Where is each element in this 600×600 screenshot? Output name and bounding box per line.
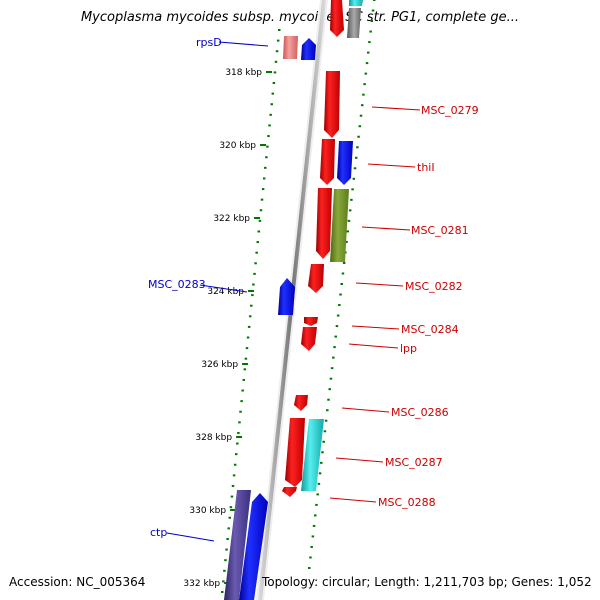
map-title: Mycoplasma mycoides subsp. mycoides SC s… xyxy=(80,10,520,25)
gene-label-MSC_0284[interactable]: MSC_0284 xyxy=(401,323,459,336)
inner-dotted-track xyxy=(221,29,281,593)
gene-arrow-red-322[interactable] xyxy=(316,188,332,259)
gene-arrow-top-grey[interactable] xyxy=(347,8,361,38)
gene-label-MSC_0286[interactable]: MSC_0286 xyxy=(391,406,449,419)
gene-arrow-ctp[interactable] xyxy=(239,493,268,600)
gene-arrow-MSC_0281[interactable] xyxy=(330,189,349,262)
accession-label: Accession: NC_005364 xyxy=(9,575,146,589)
ruler-tick-label: 330 kbp xyxy=(189,506,226,516)
ruler-tick-label: 318 kbp xyxy=(225,68,262,78)
gene-arrow-MSC_0286[interactable] xyxy=(294,395,308,411)
kbp-ruler: 318 kbp 320 kbp 322 kbp 324 kbp 326 kbp 328 k… xyxy=(183,68,272,589)
gene-arrow-red-328[interactable] xyxy=(285,418,305,487)
gene-label-MSC_0283[interactable]: MSC_0283 xyxy=(148,278,206,291)
gene-label-lpp[interactable]: lpp xyxy=(400,342,417,355)
ruler-tick-label: 332 kbp xyxy=(183,579,220,589)
gene-arrow-top-red[interactable] xyxy=(330,0,344,37)
ruler-tick-label: 320 kbp xyxy=(219,141,256,151)
ruler-tick-label: 322 kbp xyxy=(213,214,250,224)
gene-features xyxy=(224,0,363,600)
gene-arrow-thiI[interactable] xyxy=(337,141,353,185)
gene-arrow-MSC_0284[interactable] xyxy=(304,317,318,326)
ruler-tick-label: 328 kbp xyxy=(195,433,232,443)
outer-dotted-track xyxy=(308,0,376,569)
gene-label-MSC_0287[interactable]: MSC_0287 xyxy=(385,456,443,469)
ruler-tick-label: 324 kbp xyxy=(207,287,244,297)
gene-arrow-MSC_0287[interactable] xyxy=(301,419,324,491)
gene-labels: rpsD MSC_0279 thiI MSC_0281 MSC_0283 MSC… xyxy=(148,36,479,539)
gene-label-ctp[interactable]: ctp xyxy=(150,526,167,539)
gene-arrow-red-320[interactable] xyxy=(320,139,335,185)
gene-label-MSC_0288[interactable]: MSC_0288 xyxy=(378,496,436,509)
genome-summary: Topology: circular; Length: 1,211,703 bp… xyxy=(262,575,592,589)
gene-arrow-MSC_0279[interactable] xyxy=(324,71,340,138)
gene-arrow-MSC_0283[interactable] xyxy=(278,278,295,315)
gene-label-thiI[interactable]: thiI xyxy=(417,161,435,174)
gene-label-MSC_0279[interactable]: MSC_0279 xyxy=(421,104,479,117)
gene-label-MSC_0281[interactable]: MSC_0281 xyxy=(411,224,469,237)
label-leader-lines xyxy=(166,41,421,542)
gene-arrow-lpp[interactable] xyxy=(301,327,317,351)
gene-arrow-slate[interactable] xyxy=(224,490,251,600)
gene-arrow-MSC_0282[interactable] xyxy=(308,264,324,293)
gene-arrow-rpsD[interactable] xyxy=(301,38,316,60)
gene-label-rpsD[interactable]: rpsD xyxy=(196,36,222,49)
gene-label-MSC_0282[interactable]: MSC_0282 xyxy=(405,280,463,293)
gene-arrow-MSC_0288[interactable] xyxy=(282,487,297,497)
gene-arrow-pink[interactable] xyxy=(283,36,298,59)
gene-arrow-top-cyan[interactable] xyxy=(349,0,363,6)
ruler-tick-label: 326 kbp xyxy=(201,360,238,370)
